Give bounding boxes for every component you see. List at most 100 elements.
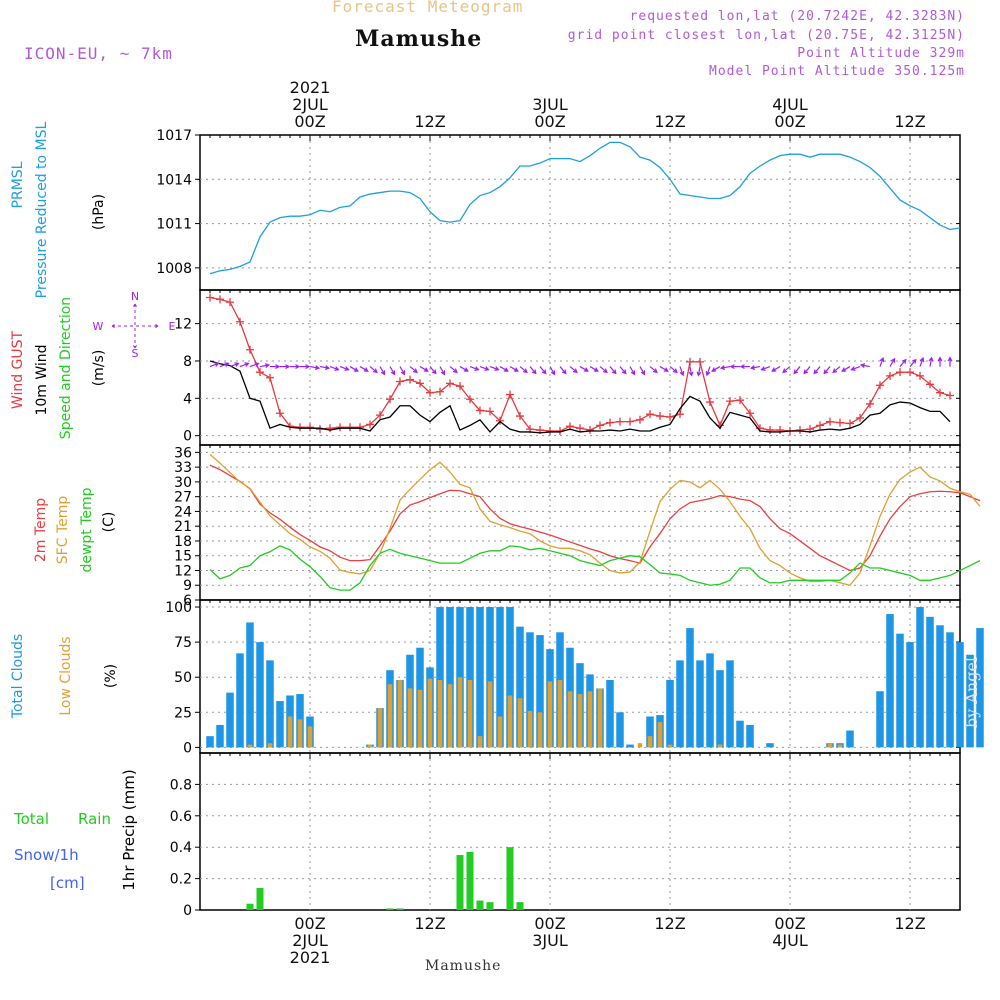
clouds-low-clouds-bar: [657, 722, 663, 748]
clouds-low-clouds-bar: [517, 698, 523, 748]
pressure-ytick-label: 1011: [156, 217, 192, 233]
precip-ytick-label: 0.8: [170, 777, 192, 793]
wind-wind-gust-marker: [446, 379, 454, 388]
wind-direction-arrow: [711, 366, 721, 372]
wind-wind-gust-marker: [596, 421, 604, 430]
wind-wind-gust-marker: [906, 368, 914, 377]
clouds-total-clouds-bar: [216, 724, 224, 748]
clouds-total-clouds-bar: [256, 642, 264, 748]
clouds-low-clouds-bar: [497, 716, 503, 748]
wind-10m-wind-line: [209, 360, 951, 434]
precip-rain-bar: [456, 855, 464, 910]
panel-wind: 0 4 8 12: [174, 289, 961, 446]
clouds-low-clouds-bar: [267, 743, 273, 748]
wind-direction-arrow: [589, 366, 599, 372]
clouds-low-clouds-bar: [487, 681, 493, 748]
time-label-bottom: 12Z: [414, 914, 445, 933]
wind-direction-arrow: [619, 366, 627, 375]
clouds-total-clouds-bar: [516, 626, 524, 748]
wind-direction-arrow: [209, 362, 220, 368]
wind-direction-arrow: [696, 366, 702, 377]
wind-direction-arrow: [659, 366, 669, 372]
wind-wind-gust-marker: [456, 382, 464, 391]
temperature-frame: [199, 444, 961, 601]
wind-wind-gust-marker: [386, 395, 394, 404]
clouds-total-clouds-bar: [606, 680, 614, 748]
wind-wind-gust-marker: [226, 298, 234, 307]
clouds-low-clouds-bar: [547, 681, 553, 748]
precip-unit: 1hr Precip (mm): [120, 769, 138, 890]
wind-wind-gust-marker: [466, 395, 474, 404]
clouds-total-clouds-bar: [746, 724, 754, 748]
clouds-total-clouds-bar: [486, 607, 494, 748]
wind-speed-direction-label: Speed and Direction: [58, 297, 74, 439]
compass-s: S: [132, 347, 139, 360]
clouds-low-clouds-bar: [467, 680, 473, 748]
clouds-low-clouds-bar: [247, 744, 253, 748]
wind-direction-arrow: [609, 366, 617, 375]
station-title: Mamushe: [355, 26, 483, 52]
wind-wind-gust-marker: [496, 416, 504, 425]
wind-wind-gust-marker: [676, 410, 684, 419]
wind-direction-arrow: [889, 357, 896, 367]
wind-direction-arrow: [499, 366, 509, 372]
wind-wind-gust-marker: [406, 375, 414, 384]
time-label-bottom: 2JUL: [292, 931, 328, 950]
wind-direction-arrow: [509, 366, 519, 372]
clouds-total-clouds-bar: [686, 628, 694, 748]
wind-wind-gust-marker: [296, 423, 304, 432]
wind-wind-gust-marker: [426, 388, 434, 397]
wind-direction-arrow: [579, 366, 589, 372]
wind-direction-arrow: [439, 366, 446, 376]
time-label-top: 2JUL: [292, 95, 328, 114]
wind-wind-gust-marker: [376, 411, 384, 420]
wind-wind-gust-marker: [336, 423, 344, 432]
wind-direction-arrow: [429, 366, 437, 375]
clouds-total-clouds-bar: [646, 716, 654, 748]
pressure-ytick-label: 1008: [156, 261, 192, 277]
wind-wind-gust-marker: [436, 387, 444, 396]
compass-e: E: [169, 320, 176, 333]
wind-ytick-label: 12: [174, 317, 192, 333]
wind-wind-gust-marker: [706, 398, 714, 407]
wind-wind-gust-marker: [926, 380, 934, 389]
wind-direction-arrow: [649, 366, 658, 374]
wind-direction-arrow: [329, 366, 340, 371]
clouds-total-clouds-bar: [716, 670, 724, 748]
wind-unit: (m/s): [91, 350, 107, 387]
clouds-low-clouds-bar: [667, 744, 673, 748]
time-label-top: 12Z: [894, 112, 925, 131]
wind-ytick-label: 4: [183, 391, 192, 407]
clouds-total-clouds-bar: [236, 653, 244, 748]
clouds-low-clouds-bar: [527, 710, 533, 748]
temperature-ytick-label: 21: [174, 519, 192, 535]
panel-precip: 0 0.2 0.4 0.6 0.8: [170, 752, 961, 919]
wind-direction-arrow: [290, 364, 301, 370]
temperature-ytick-label: 33: [174, 460, 192, 476]
clouds-total-clouds-bar: [736, 720, 744, 748]
time-label-top: 12Z: [654, 112, 685, 131]
wind-direction-arrow: [219, 362, 230, 368]
time-label-top: 3JUL: [532, 95, 568, 114]
clouds-total-clouds-bar: [896, 633, 904, 748]
wind-direction-arrow: [280, 364, 291, 370]
wind-wind-gust-marker: [516, 412, 524, 421]
wind-wind-gust-marker: [306, 423, 314, 432]
precip-ytick-label: 0.4: [170, 840, 192, 856]
clouds-low-clouds-bar: [297, 719, 303, 748]
wind-direction-arrow: [629, 366, 636, 376]
time-label-top: 12Z: [414, 112, 445, 131]
wind-wind-gust-marker: [246, 345, 254, 354]
wind-wind-gust-marker: [416, 379, 424, 388]
wind-wind-gust-marker: [346, 423, 354, 432]
clouds-low-clouds-bar: [287, 716, 293, 748]
wind-wind-gust-marker: [796, 426, 804, 435]
wind-direction-arrow: [409, 366, 418, 374]
wind-direction-arrow: [239, 362, 250, 368]
wind-direction-arrow: [832, 366, 841, 374]
wind-direction-arrow: [469, 366, 480, 371]
temperature-ytick-label: 36: [174, 445, 192, 461]
wind-direction-arrow: [379, 366, 386, 376]
clouds-low-clouds-bar: [477, 736, 483, 748]
